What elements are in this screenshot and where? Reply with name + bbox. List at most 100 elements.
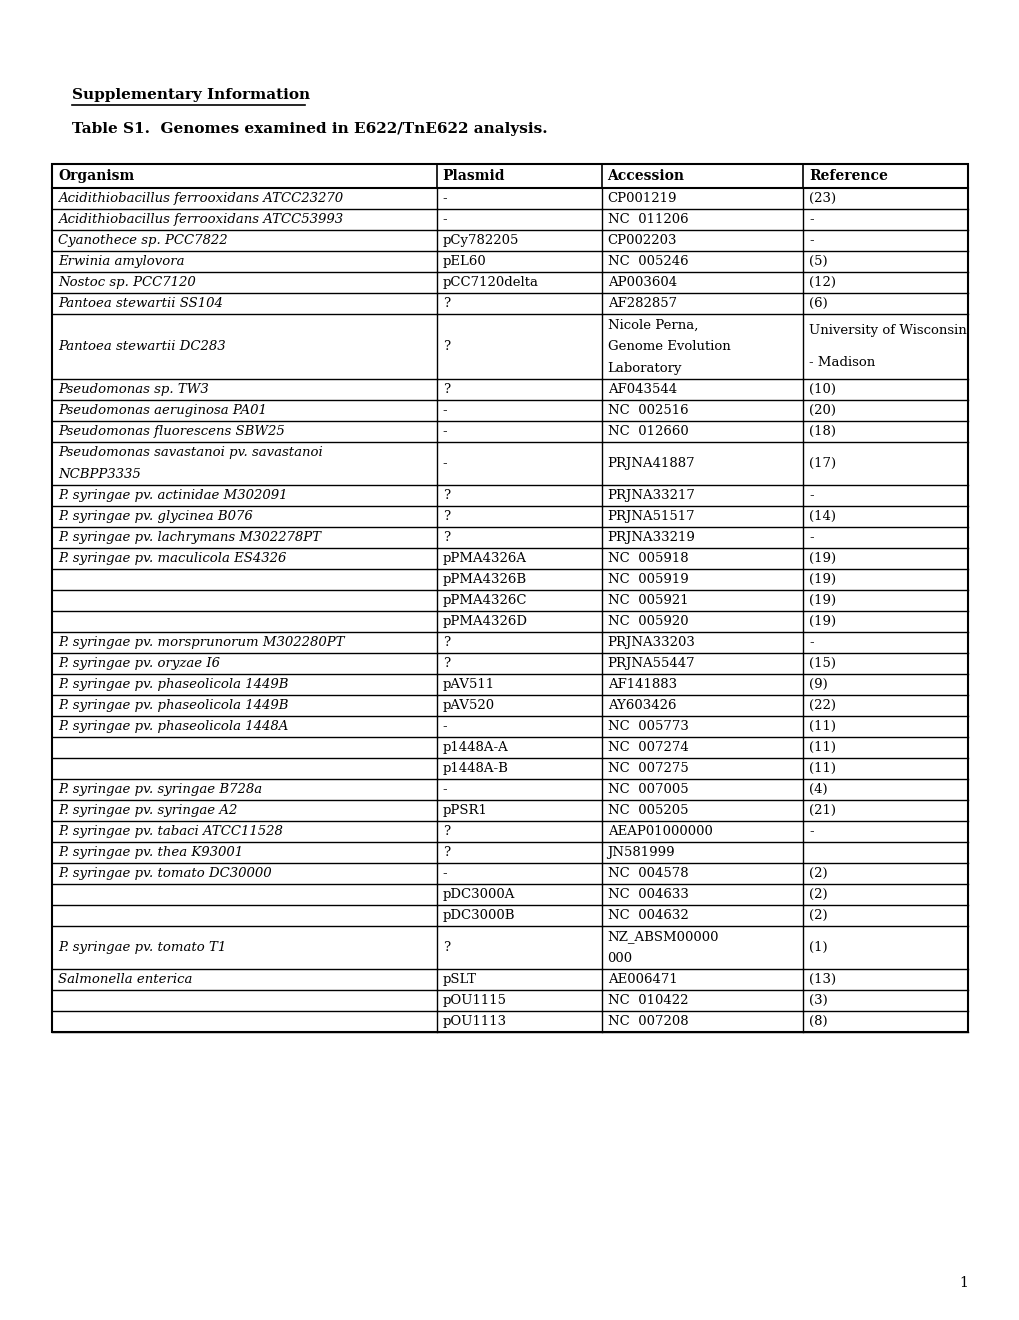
Text: P. syringae pv. tomato DC30000: P. syringae pv. tomato DC30000: [58, 867, 271, 880]
Text: NC  002516: NC 002516: [607, 404, 688, 417]
Text: P. syringae pv. phaseolicola 1449B: P. syringae pv. phaseolicola 1449B: [58, 700, 288, 713]
Text: NC  007274: NC 007274: [607, 741, 688, 754]
Text: (6): (6): [808, 297, 827, 310]
Text: pPSR1: pPSR1: [442, 804, 487, 817]
Text: ?: ?: [442, 846, 449, 859]
Text: NZ_ABSM00000: NZ_ABSM00000: [607, 931, 718, 944]
Text: -: -: [442, 867, 447, 880]
Text: AE006471: AE006471: [607, 973, 677, 986]
Text: -: -: [442, 191, 447, 205]
Text: pEL60: pEL60: [442, 255, 486, 268]
Text: ?: ?: [442, 636, 449, 649]
Text: (1): (1): [808, 941, 827, 954]
Text: P. syringae pv. morsprunorum M302280PT: P. syringae pv. morsprunorum M302280PT: [58, 636, 344, 649]
Text: NC  005921: NC 005921: [607, 594, 688, 607]
Text: pDC3000A: pDC3000A: [442, 888, 515, 902]
Text: pOU1115: pOU1115: [442, 994, 506, 1007]
Text: P. syringae pv. thea K93001: P. syringae pv. thea K93001: [58, 846, 243, 859]
Text: -: -: [442, 721, 447, 733]
Text: P. syringae pv. syringae B728a: P. syringae pv. syringae B728a: [58, 783, 262, 796]
Text: P. syringae pv. phaseolicola 1449B: P. syringae pv. phaseolicola 1449B: [58, 678, 288, 692]
Text: (8): (8): [808, 1015, 827, 1028]
Text: pOU1113: pOU1113: [442, 1015, 506, 1028]
Text: ?: ?: [442, 531, 449, 544]
Bar: [52, 164, 967, 1032]
Text: ?: ?: [442, 341, 449, 352]
Text: P. syringae pv. oryzae I6: P. syringae pv. oryzae I6: [58, 657, 220, 671]
Text: (23): (23): [808, 191, 836, 205]
Text: pDC3000B: pDC3000B: [442, 909, 515, 923]
Text: Pseudomonas fluorescens SBW25: Pseudomonas fluorescens SBW25: [58, 425, 284, 438]
Text: -: -: [808, 825, 813, 838]
Text: P. syringae pv. lachrymans M302278PT: P. syringae pv. lachrymans M302278PT: [58, 531, 321, 544]
Text: (11): (11): [808, 721, 836, 733]
Text: CP002203: CP002203: [607, 234, 677, 247]
Text: Reference: Reference: [808, 169, 888, 183]
Text: -: -: [808, 636, 813, 649]
Text: pAV520: pAV520: [442, 700, 494, 713]
Text: NC  005918: NC 005918: [607, 552, 688, 565]
Text: (21): (21): [808, 804, 836, 817]
Text: (18): (18): [808, 425, 836, 438]
Text: Acidithiobacillus ferrooxidans ATCC23270: Acidithiobacillus ferrooxidans ATCC23270: [58, 191, 342, 205]
Text: NC  007275: NC 007275: [607, 762, 688, 775]
Text: NC  004633: NC 004633: [607, 888, 688, 902]
Text: (13): (13): [808, 973, 836, 986]
Text: 1: 1: [958, 1276, 967, 1290]
Text: -: -: [442, 425, 447, 438]
Text: ?: ?: [442, 383, 449, 396]
Text: (9): (9): [808, 678, 827, 692]
Text: University of Wisconsin: University of Wisconsin: [808, 323, 966, 337]
Text: CP001219: CP001219: [607, 191, 677, 205]
Text: (19): (19): [808, 615, 836, 628]
Text: P. syringae pv. tabaci ATCC11528: P. syringae pv. tabaci ATCC11528: [58, 825, 282, 838]
Text: NC  004578: NC 004578: [607, 867, 688, 880]
Text: Genome Evolution: Genome Evolution: [607, 341, 730, 352]
Text: NC  005919: NC 005919: [607, 573, 688, 586]
Text: ?: ?: [442, 297, 449, 310]
Text: P. syringae pv. tomato T1: P. syringae pv. tomato T1: [58, 941, 226, 954]
Text: PRJNA55447: PRJNA55447: [607, 657, 695, 671]
Text: (19): (19): [808, 594, 836, 607]
Text: NC  005205: NC 005205: [607, 804, 688, 817]
Text: NC  007208: NC 007208: [607, 1015, 688, 1028]
Text: pCC7120delta: pCC7120delta: [442, 276, 538, 289]
Text: -: -: [808, 490, 813, 502]
Text: AF043544: AF043544: [607, 383, 676, 396]
Text: P. syringae pv. syringae A2: P. syringae pv. syringae A2: [58, 804, 237, 817]
Text: -: -: [808, 531, 813, 544]
Text: (4): (4): [808, 783, 827, 796]
Text: (19): (19): [808, 552, 836, 565]
Text: ?: ?: [442, 825, 449, 838]
Text: NC  010422: NC 010422: [607, 994, 688, 1007]
Text: PRJNA41887: PRJNA41887: [607, 457, 695, 470]
Text: Pantoea stewartii DC283: Pantoea stewartii DC283: [58, 341, 225, 352]
Text: pPMA4326B: pPMA4326B: [442, 573, 527, 586]
Text: (2): (2): [808, 888, 827, 902]
Text: NCBPP3335: NCBPP3335: [58, 467, 141, 480]
Text: (5): (5): [808, 255, 827, 268]
Text: P. syringae pv. maculicola ES4326: P. syringae pv. maculicola ES4326: [58, 552, 286, 565]
Text: -: -: [442, 404, 447, 417]
Text: Table S1.  Genomes examined in E622/TnE622 analysis.: Table S1. Genomes examined in E622/TnE62…: [72, 121, 547, 136]
Text: (14): (14): [808, 510, 836, 523]
Text: pPMA4326D: pPMA4326D: [442, 615, 527, 628]
Text: Accession: Accession: [607, 169, 684, 183]
Text: ?: ?: [442, 657, 449, 671]
Text: (11): (11): [808, 762, 836, 775]
Text: Pseudomonas savastanoi pv. savastanoi: Pseudomonas savastanoi pv. savastanoi: [58, 446, 322, 459]
Text: Pseudomonas sp. TW3: Pseudomonas sp. TW3: [58, 383, 209, 396]
Text: (10): (10): [808, 383, 836, 396]
Text: Organism: Organism: [58, 169, 135, 183]
Text: (19): (19): [808, 573, 836, 586]
Text: -: -: [442, 783, 447, 796]
Text: NC  012660: NC 012660: [607, 425, 688, 438]
Text: PRJNA33203: PRJNA33203: [607, 636, 695, 649]
Text: NC  005773: NC 005773: [607, 721, 688, 733]
Text: Laboratory: Laboratory: [607, 362, 682, 375]
Text: NC  004632: NC 004632: [607, 909, 688, 923]
Text: (2): (2): [808, 867, 827, 880]
Text: (20): (20): [808, 404, 836, 417]
Text: pCy782205: pCy782205: [442, 234, 519, 247]
Text: Supplementary Information: Supplementary Information: [72, 88, 310, 102]
